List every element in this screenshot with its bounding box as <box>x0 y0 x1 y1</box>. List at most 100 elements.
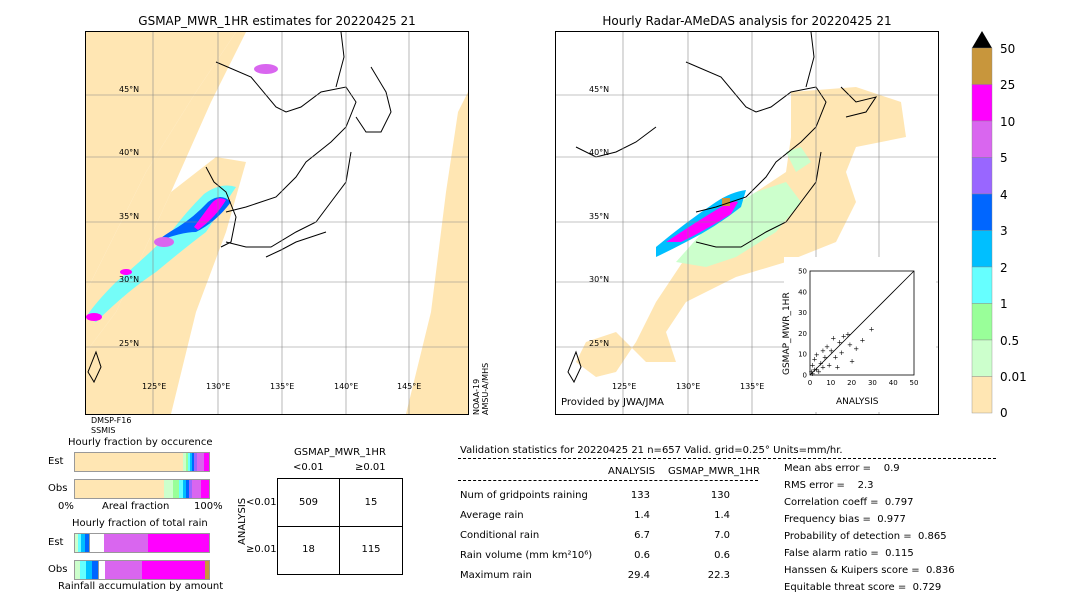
occurrence-axis-left: 0% <box>58 501 74 512</box>
scatter-point: + <box>818 360 824 368</box>
right-map-panel: 45°N 40°N 35°N 30°N 25°N 125°E 130°E 135… <box>555 31 939 415</box>
scatter-point: + <box>869 326 875 334</box>
cell-fp: 15 <box>364 497 378 508</box>
colorbar-label-0: 0 <box>1000 406 1008 420</box>
occurrence-axis-right: 100% <box>194 501 223 512</box>
colorbar-label-1: 1 <box>1000 297 1008 311</box>
scatter-point: + <box>841 332 847 340</box>
colorbar-label-3: 3 <box>1000 224 1008 238</box>
right-credit: Provided by JWA/JMA <box>561 397 664 408</box>
validation-divider <box>458 458 996 459</box>
stat-a-conditional: 6.7 <box>634 530 650 541</box>
right-rain-extreme <box>722 198 730 206</box>
right-coastlines <box>567 32 878 384</box>
scatter-point: + <box>845 330 851 338</box>
scatter-ytick: 0 <box>803 372 807 380</box>
left-map-svg <box>86 32 468 414</box>
scatter-point: + <box>824 343 830 351</box>
cell-tn: 509 <box>298 497 319 508</box>
left-rain-cell-3 <box>86 313 102 321</box>
left-nodata-east <box>406 92 468 414</box>
left-nodata-west <box>86 32 236 292</box>
validation-subdivider <box>458 480 758 481</box>
scatter-ytick: 40 <box>798 288 807 296</box>
left-lat-30: 30°N <box>119 275 140 284</box>
scatter-point: + <box>830 335 836 343</box>
scatter-point: + <box>826 362 832 370</box>
right-lat-45: 45°N <box>589 85 610 94</box>
stat-label-average: Average rain <box>460 510 524 521</box>
colorbar-segment <box>971 230 993 268</box>
validation-header: Validation statistics for 20220425 21 n=… <box>460 445 843 456</box>
scatter-point: + <box>839 349 845 357</box>
stat-a-average: 1.4 <box>634 510 650 521</box>
right-lon-135: 135°E <box>740 382 765 391</box>
scatter-point: + <box>847 341 853 349</box>
colorbar-segment <box>971 339 993 377</box>
scatter-point: + <box>860 337 866 345</box>
scatter-point: + <box>853 345 859 353</box>
colorbar-label-25: 25 <box>1000 78 1016 92</box>
sensor-bottom-line1: DMSP-F16 <box>91 416 132 425</box>
score-rmse: RMS error = 2.3 <box>784 480 874 491</box>
stat-g-maximum: 22.3 <box>707 570 730 581</box>
colorbar-label-0-5: 0.5 <box>1000 334 1020 348</box>
right-map-svg <box>556 32 938 414</box>
left-map-panel: 45°N 40°N 35°N 30°N 25°N 125°E 130°E 135… <box>85 31 469 415</box>
scatter-inset: + + + + + + + + + + + + + + + + + + + + + + + + + + + 0 0 10 10 20 20 30… <box>782 257 936 412</box>
stat-label-conditional: Conditional rain <box>460 530 540 541</box>
scatter-ytick: 10 <box>798 351 807 359</box>
colorbar-label-4: 4 <box>1000 188 1008 202</box>
contingency-title: GSMAP_MWR_1HR <box>294 447 386 458</box>
left-sensor-bottom: DMSP-F16 SSMIS <box>91 416 131 436</box>
scatter-point: + <box>822 353 828 361</box>
scatter-ylabel: GSMAP_MWR_1HR <box>782 292 792 375</box>
scatter-xlabel: ANALYSIS <box>836 397 879 407</box>
sensor-bottom-line2: SSMIS <box>91 426 116 435</box>
contingency-row-lt: <0.01 <box>246 497 277 508</box>
left-lon-145: 145°E <box>397 382 422 391</box>
stat-g-conditional: 7.0 <box>714 530 730 541</box>
right-map-title: Hourly Radar-AMeDAS analysis for 2022042… <box>602 14 892 28</box>
scatter-point: + <box>816 368 822 376</box>
occurrence-title: Hourly fraction by occurence <box>68 437 213 448</box>
contingency-col-ge: ≥0.01 <box>355 462 386 473</box>
total-obs-bar <box>74 560 210 580</box>
right-lat-40: 40°N <box>589 148 610 157</box>
scatter-xtick: 30 <box>868 379 877 387</box>
left-lon-140: 140°E <box>334 382 359 391</box>
score-bias: Frequency bias = 0.977 <box>784 514 906 525</box>
stat-g-gridpoints: 130 <box>710 490 730 501</box>
sensor-right-line1: NOAA-19 <box>472 378 481 415</box>
scatter-point: + <box>837 339 843 347</box>
scatter-point: + <box>835 364 841 372</box>
right-lon-125: 125°E <box>612 382 637 391</box>
colorbar-label-2: 2 <box>1000 261 1008 275</box>
cell-tp: 115 <box>361 544 381 555</box>
left-gridlines <box>86 32 468 414</box>
total-obs-label: Obs <box>48 564 68 575</box>
score-far: False alarm ratio = 0.115 <box>784 548 914 559</box>
score-hk: Hanssen & Kuipers score = 0.836 <box>784 565 955 576</box>
left-lat-40: 40°N <box>119 148 140 157</box>
colorbar-segment <box>971 47 993 85</box>
scatter-point: + <box>809 368 815 376</box>
colorbar-segment <box>971 84 993 122</box>
colorbar-label-5: 5 <box>1000 151 1008 165</box>
colorbar-segment <box>971 303 993 341</box>
left-lon-135: 135°E <box>270 382 295 391</box>
left-rain-cell-north <box>254 64 278 74</box>
occurrence-obs-label: Obs <box>48 483 68 494</box>
occurrence-est-label: Est <box>48 456 64 467</box>
scatter-point: + <box>814 351 820 359</box>
scatter-ytick: 20 <box>798 330 807 338</box>
sensor-right-line2: AMSU-A/MHS <box>481 362 490 415</box>
total-footer: Rainfall accumulation by amount <box>58 581 224 592</box>
left-lon-125: 125°E <box>142 382 167 391</box>
scatter-xtick: 50 <box>910 379 919 387</box>
right-lat-35: 35°N <box>589 212 610 221</box>
stat-a-volume: 0.6 <box>634 550 650 561</box>
stat-g-average: 1.4 <box>714 510 730 521</box>
scatter-point: + <box>849 357 855 365</box>
scatter-point: + <box>820 347 826 355</box>
